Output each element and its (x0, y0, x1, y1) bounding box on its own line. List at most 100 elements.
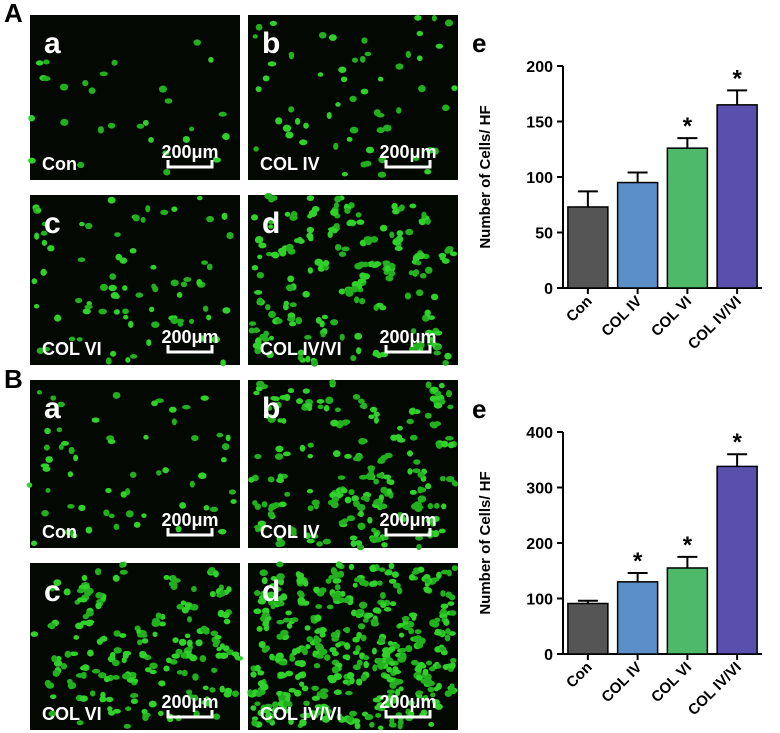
cell (344, 453, 352, 459)
error-bar (727, 453, 748, 467)
cell (278, 694, 287, 701)
cell (175, 525, 182, 533)
cell (257, 598, 267, 605)
cell (320, 332, 326, 338)
cell (350, 540, 357, 548)
cell (304, 335, 312, 340)
cell (396, 587, 403, 595)
cell (270, 251, 279, 258)
cell (416, 543, 422, 550)
cell (355, 212, 362, 218)
cell (258, 640, 266, 649)
cell (439, 475, 446, 482)
cell (51, 655, 58, 663)
cell (202, 685, 209, 691)
cell (175, 318, 185, 324)
cell (337, 570, 345, 578)
cell (226, 231, 234, 240)
cell (252, 34, 258, 39)
cell (151, 620, 160, 628)
cell (427, 680, 435, 686)
cell (251, 265, 259, 271)
cell (359, 403, 368, 409)
cell (359, 297, 366, 305)
cell (417, 495, 427, 503)
cell (274, 453, 284, 460)
cell (307, 453, 313, 459)
cell (445, 389, 453, 398)
cell (135, 292, 144, 298)
cell (311, 685, 319, 691)
cell (265, 711, 273, 719)
cell (256, 272, 265, 279)
cell (360, 634, 367, 642)
cell (64, 650, 72, 658)
cell (365, 146, 374, 154)
cell (253, 390, 260, 396)
cell (397, 718, 404, 726)
cell (349, 535, 358, 541)
cell (111, 59, 118, 66)
cell (248, 327, 255, 334)
cell (67, 471, 74, 478)
cell (206, 314, 212, 321)
cell (369, 536, 379, 544)
cell (105, 696, 114, 703)
cell (297, 349, 305, 356)
cell (439, 646, 447, 652)
cell (288, 718, 294, 725)
cell (373, 261, 382, 267)
cell (180, 281, 188, 288)
cell (380, 486, 388, 494)
cell (417, 252, 426, 260)
bar (666, 147, 709, 289)
cell (107, 439, 116, 445)
cell (445, 435, 454, 441)
cell (99, 283, 108, 292)
cell (316, 637, 322, 643)
cell (265, 716, 273, 723)
cell (351, 57, 359, 63)
cell (396, 230, 404, 237)
cell (257, 254, 263, 260)
cell (81, 584, 91, 590)
panel-letter: c (44, 207, 61, 240)
cell (125, 357, 131, 363)
cell (86, 301, 92, 306)
cell (43, 59, 50, 65)
cell (302, 388, 310, 394)
cell (143, 434, 149, 440)
cell (382, 673, 391, 680)
cell (121, 672, 131, 680)
cell (50, 694, 57, 700)
cell (320, 626, 326, 635)
cell (425, 660, 433, 666)
cell (168, 406, 177, 413)
cell (141, 708, 148, 715)
cell (361, 37, 368, 44)
cell (108, 513, 115, 519)
cell (275, 445, 284, 453)
cell (338, 66, 347, 73)
cell (218, 111, 227, 117)
cell (297, 236, 303, 244)
micrograph: c COL VI 200μm (30, 195, 240, 367)
cell (413, 459, 421, 465)
cell (327, 499, 335, 506)
cell (415, 690, 424, 696)
cell (397, 425, 403, 431)
cell (313, 663, 321, 669)
micrograph: d COL IV/VI 200μm (248, 193, 458, 367)
cell (391, 202, 398, 210)
condition-label: COL VI (42, 339, 102, 359)
cell (26, 482, 33, 488)
cell (151, 400, 158, 407)
cell (222, 443, 230, 451)
condition-label: COL IV (260, 522, 320, 542)
cell (108, 284, 117, 292)
cell (212, 570, 219, 578)
cell (141, 513, 147, 518)
cell (97, 126, 104, 134)
cell (408, 407, 416, 415)
cell (76, 337, 83, 342)
